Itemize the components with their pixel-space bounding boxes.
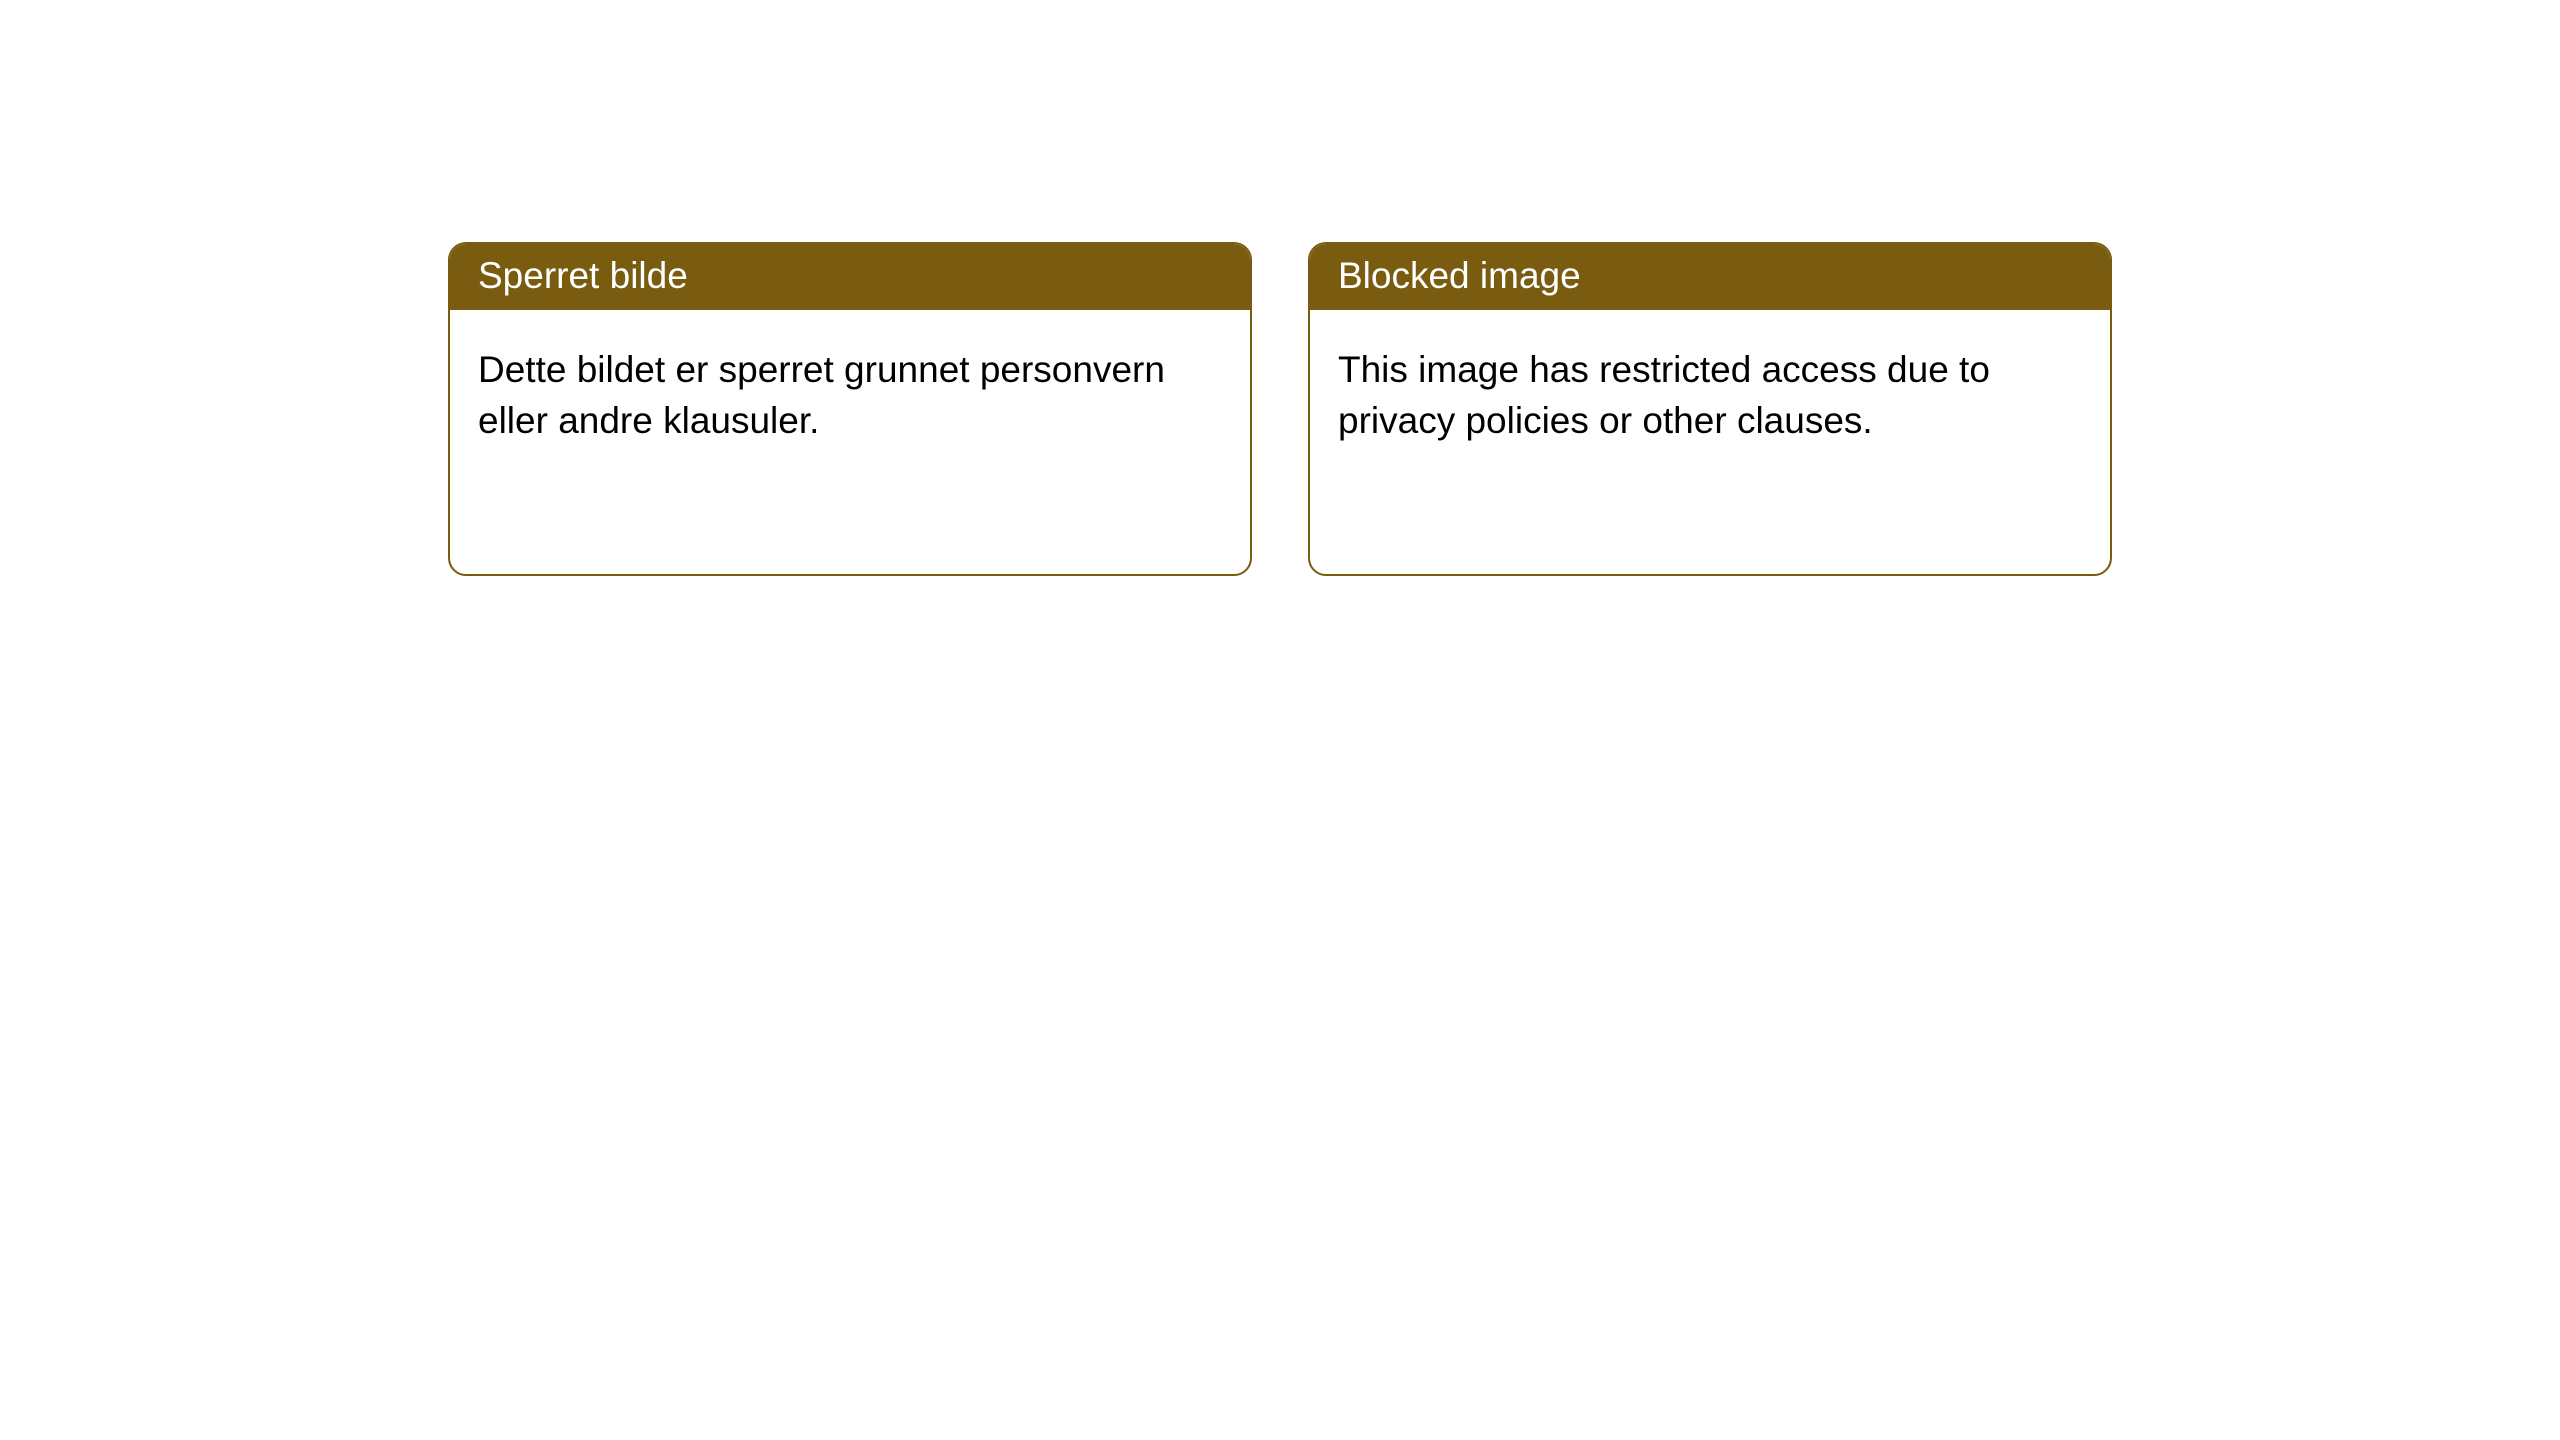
card-body: Dette bildet er sperret grunnet personve… xyxy=(450,310,1250,480)
notice-card-english: Blocked image This image has restricted … xyxy=(1308,242,2112,576)
notice-card-norwegian: Sperret bilde Dette bildet er sperret gr… xyxy=(448,242,1252,576)
card-title: Sperret bilde xyxy=(478,255,688,296)
card-message: This image has restricted access due to … xyxy=(1338,349,1990,441)
card-message: Dette bildet er sperret grunnet personve… xyxy=(478,349,1165,441)
card-body: This image has restricted access due to … xyxy=(1310,310,2110,480)
card-header: Blocked image xyxy=(1310,244,2110,310)
card-title: Blocked image xyxy=(1338,255,1581,296)
notice-container: Sperret bilde Dette bildet er sperret gr… xyxy=(0,0,2560,576)
card-header: Sperret bilde xyxy=(450,244,1250,310)
